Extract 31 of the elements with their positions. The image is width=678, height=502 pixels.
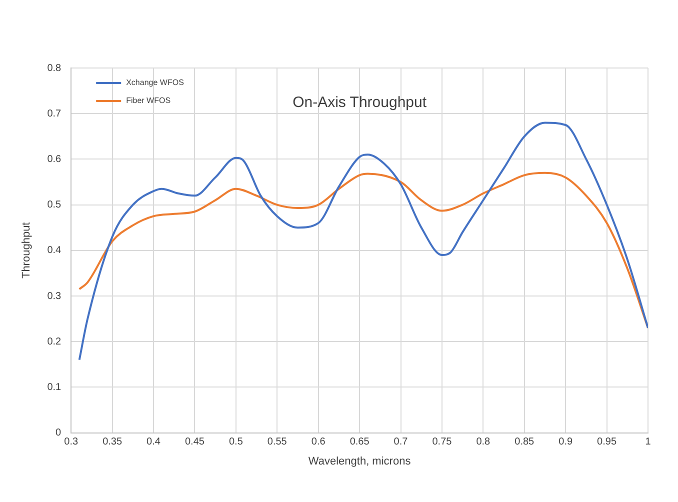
x-tick-label: 0.4 — [146, 436, 161, 448]
legend-label: Xchange WFOS — [126, 78, 184, 88]
x-tick-label: 0.5 — [228, 436, 244, 448]
y-axis-title: Throughput — [20, 222, 33, 279]
y-tick-label: 0.3 — [47, 290, 62, 302]
x-tick-label: 0.45 — [184, 436, 205, 448]
y-tick-label: 0.6 — [47, 154, 62, 165]
y-tick-label: 0.5 — [47, 200, 62, 211]
y-tick-label: 0.7 — [47, 108, 62, 120]
text: On-Axis Throughput — [292, 94, 428, 112]
line-series — [78, 172, 648, 329]
y-tick-label: 0 — [56, 428, 62, 439]
x-tick-label: 0.85 — [514, 436, 535, 448]
x-tick-label: 0.65 — [350, 436, 370, 448]
y-tick-label: 0.2 — [47, 336, 62, 348]
y-tick-label: 0.8 — [47, 62, 62, 74]
x-tick-label: 0.6 — [311, 436, 326, 448]
legend-label: Fiber WFOS — [126, 96, 171, 106]
x-tick-label: 0.7 — [394, 436, 408, 448]
y-tick-label: 0.1 — [47, 382, 62, 393]
x-tick-label: 0.55 — [267, 436, 288, 448]
x-tick-label: 0.75 — [432, 436, 452, 448]
x-tick-label: 0.9 — [558, 436, 573, 448]
x-tick-label: 0.95 — [597, 436, 617, 448]
x-tick-label: 1 — [645, 436, 652, 448]
y-tick-label: 0.4 — [47, 245, 62, 256]
line-series — [78, 122, 648, 361]
x-tick-label: 0.8 — [476, 436, 491, 448]
x-tick-label: 0.35 — [102, 436, 122, 448]
x-tick-label: 0.3 — [64, 436, 78, 448]
x-axis-title: Wavelength, microns — [308, 455, 412, 468]
